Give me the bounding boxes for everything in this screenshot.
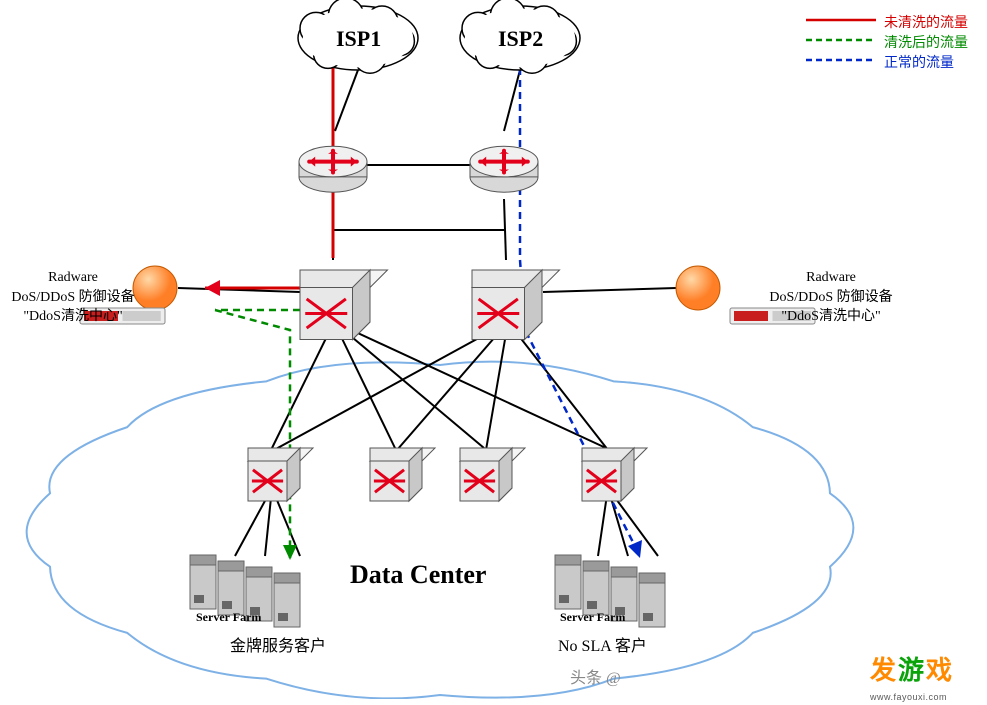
legend-1: 未清洗的流量	[884, 12, 968, 32]
customer-2-label: No SLA 客户	[558, 632, 647, 656]
isp1-label: ISP1	[336, 26, 381, 52]
logo-main: 发游戏	[870, 655, 954, 685]
logo-sub: www.fayouxi.com	[870, 692, 947, 702]
radware-right-l3: "DdoS清洗中心"	[756, 307, 906, 327]
customer-1-label: 金牌服务客户	[230, 632, 326, 656]
radware-right-l1: Radware	[756, 268, 906, 288]
radware-right-text: Radware DoS/DDoS 防御设备 "DdoS清洗中心"	[756, 268, 906, 327]
diagram-canvas	[0, 0, 987, 699]
server-farm-2-label: Server Farm	[560, 610, 625, 625]
site-logo: 发游戏 www.fayouxi.com	[870, 650, 954, 705]
legend-2: 清洗后的流量	[884, 32, 968, 52]
radware-right-l2: DoS/DDoS 防御设备	[756, 288, 906, 308]
server-farm-1-label: Server Farm	[196, 610, 261, 625]
isp2-label: ISP2	[498, 26, 543, 52]
radware-left-l2: DoS/DDoS 防御设备	[8, 288, 138, 308]
data-center-label: Data Center	[350, 560, 486, 590]
watermark: 头条 @	[570, 664, 621, 688]
radware-left-text: Radware DoS/DDoS 防御设备 "DdoS清洗中心"	[8, 268, 138, 327]
legend-3: 正常的流量	[884, 52, 954, 72]
radware-left-l3: "DdoS清洗中心"	[8, 307, 138, 327]
radware-left-l1: Radware	[8, 268, 138, 288]
